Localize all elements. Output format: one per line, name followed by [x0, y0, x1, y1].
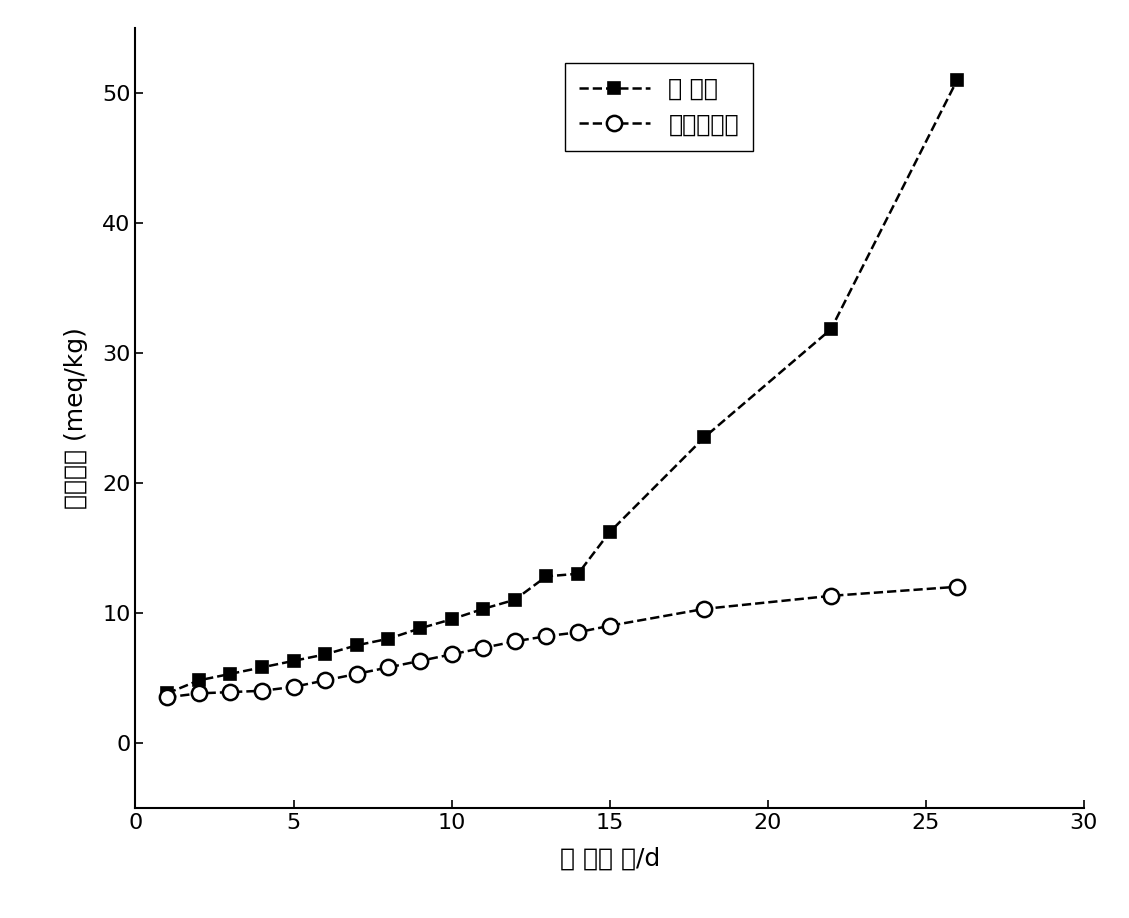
喷雾干燥粉 [413, 655, 427, 666]
紫 苏油 [445, 614, 458, 625]
紫 苏油 [192, 675, 205, 686]
喷雾干燥粉 [445, 649, 458, 660]
紫 苏油 [951, 74, 964, 85]
喷雾干燥粉 [224, 687, 237, 698]
Line: 喷雾干燥粉: 喷雾干燥粉 [159, 579, 965, 705]
紫 苏油 [318, 649, 332, 660]
紫 苏油 [476, 603, 490, 614]
喷雾干燥粉 [508, 636, 522, 647]
紫 苏油 [350, 640, 364, 651]
喷雾干燥粉 [192, 688, 205, 699]
紫 苏油 [413, 622, 427, 633]
Legend: 紫 苏油, 喷雾干燥粉: 紫 苏油, 喷雾干燥粉 [564, 62, 753, 151]
Y-axis label: 过氧化値 (meq/kg): 过氧化値 (meq/kg) [64, 327, 88, 509]
喷雾干燥粉 [571, 627, 585, 638]
紫 苏油 [824, 324, 838, 335]
喷雾干燥粉 [287, 681, 300, 692]
紫 苏油 [255, 662, 269, 673]
紫 苏油 [603, 527, 616, 538]
喷雾干燥粉 [350, 668, 364, 679]
喷雾干燥粉 [318, 675, 332, 686]
紫 苏油 [224, 668, 237, 679]
紫 苏油 [382, 633, 395, 644]
喷雾干燥粉 [255, 685, 269, 696]
喷雾干燥粉 [382, 662, 395, 673]
喷雾干燥粉 [824, 590, 838, 601]
紫 苏油 [698, 431, 711, 442]
喷雾干燥粉 [951, 581, 964, 592]
紫 苏油 [540, 571, 553, 582]
紫 苏油 [160, 688, 174, 699]
紫 苏油 [287, 655, 300, 666]
喷雾干燥粉 [540, 631, 553, 642]
喷雾干燥粉 [698, 603, 711, 614]
紫 苏油 [571, 568, 585, 579]
紫 苏油 [508, 594, 522, 605]
喷雾干燥粉 [603, 621, 616, 632]
喷雾干燥粉 [160, 692, 174, 703]
Line: 紫 苏油: 紫 苏油 [160, 73, 964, 700]
X-axis label: 放 置时 间/d: 放 置时 间/d [560, 846, 659, 870]
喷雾干燥粉 [476, 643, 490, 654]
